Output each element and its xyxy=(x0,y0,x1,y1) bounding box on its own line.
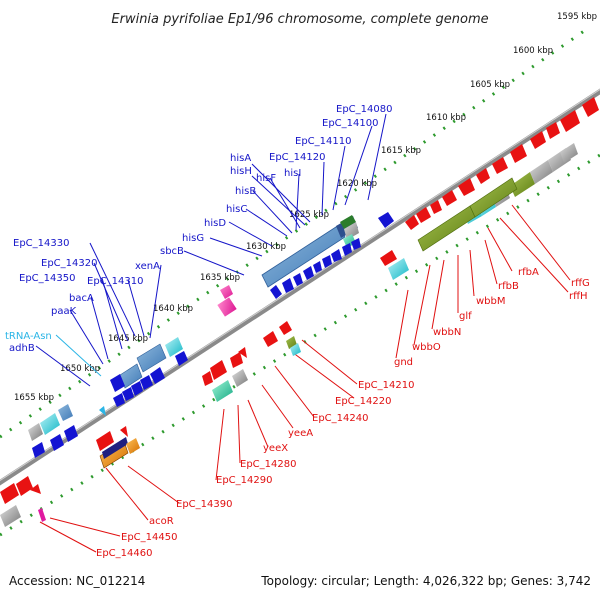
forward-features xyxy=(28,212,394,458)
gene-label: EpC_14320 xyxy=(41,258,97,269)
gene-label: hisH xyxy=(230,166,252,177)
gene-label: rfbB xyxy=(498,281,519,292)
gene-label: EpC_14110 xyxy=(295,136,351,147)
scale-label: 1610 kbp xyxy=(426,113,466,123)
gene-label: EpC_14290 xyxy=(216,475,272,486)
gene-label: yeeX xyxy=(263,443,288,454)
gene-label: hisA xyxy=(230,153,251,164)
gene-label: rffG xyxy=(571,278,590,289)
gene-label: EpC_14120 xyxy=(269,152,325,163)
gene-label: hisG xyxy=(182,233,204,244)
gene-label: EpC_14210 xyxy=(358,380,414,391)
gene-label: EpC_14240 xyxy=(312,413,368,424)
gene-label: glf xyxy=(459,311,472,322)
gene-label: gnd xyxy=(394,357,413,368)
gene-label: hisI xyxy=(284,168,301,179)
gene-label: hisC xyxy=(226,204,247,215)
reverse-gene-labels: rffG rffH rfbA rfbB wbbM glf wbbN wbbO g… xyxy=(96,267,590,559)
gene-label: rffH xyxy=(569,291,588,302)
gene-label: paaK xyxy=(51,306,77,317)
scale-label: 1650 kbp xyxy=(60,364,100,374)
scale-label: 1635 kbp xyxy=(200,273,240,283)
scale-label: 1625 kbp xyxy=(289,210,329,220)
gene-label: yeeA xyxy=(288,428,313,439)
gene-label: EpC_14100 xyxy=(322,118,378,129)
gene-label: wbbM xyxy=(476,296,506,307)
scale-label: 1620 kbp xyxy=(337,179,377,189)
feature-cds xyxy=(378,212,394,228)
gene-label: EpC_14080 xyxy=(336,104,392,115)
scale-label: 1595 kbp xyxy=(557,12,597,22)
trna-label: tRNA-Asn xyxy=(5,331,52,342)
gene-label: hisF xyxy=(256,173,276,184)
reverse-leader-lines xyxy=(39,204,571,553)
gene-label: acoR xyxy=(149,516,174,527)
genome-summary-text: Topology: circular; Length: 4,026,322 bp… xyxy=(260,574,591,588)
forward-leader-lines xyxy=(35,113,387,387)
gene-label: EpC_14220 xyxy=(335,396,391,407)
scale-label: 1655 kbp xyxy=(14,393,54,403)
gene-label: sbcB xyxy=(160,246,184,257)
gene-label: EpC_14310 xyxy=(87,276,143,287)
scale-label: 1645 kbp xyxy=(108,334,148,344)
gene-label: xenA xyxy=(135,261,160,272)
scale-label: 1600 kbp xyxy=(513,46,553,56)
gene-label: hisB xyxy=(235,186,256,197)
gene-label: adhB xyxy=(9,343,35,354)
map-title: Erwinia pyrifoliae Ep1/96 chromosome, co… xyxy=(111,12,488,27)
gene-label: EpC_14330 xyxy=(13,238,69,249)
gene-label: EpC_14350 xyxy=(19,273,75,284)
gene-label: bacA xyxy=(69,293,94,304)
gene-label: wbbN xyxy=(433,327,461,338)
scale-labels: 1595 kbp 1600 kbp 1605 kbp 1610 kbp 1615… xyxy=(14,12,597,403)
gene-label: EpC_14390 xyxy=(176,499,232,510)
reverse-features xyxy=(0,97,599,527)
trna-asn-feature xyxy=(99,406,106,416)
genome-backbone xyxy=(0,88,600,486)
scale-label: 1630 kbp xyxy=(246,242,286,252)
outer-scale-ruler xyxy=(0,27,588,439)
scale-label: 1605 kbp xyxy=(470,80,510,90)
forward-gene-labels: EpC_14080 EpC_14100 EpC_14110 EpC_14120 … xyxy=(5,104,392,354)
accession-text: Accession: NC_012214 xyxy=(9,574,145,588)
gene-label: EpC_14460 xyxy=(96,548,152,559)
his-operon-block xyxy=(261,224,346,288)
gene-label: wbbO xyxy=(412,342,441,353)
scale-label: 1615 kbp xyxy=(381,146,421,156)
gene-label: EpC_14450 xyxy=(121,532,177,543)
scale-label: 1640 kbp xyxy=(153,304,193,314)
gene-label: EpC_14280 xyxy=(240,459,296,470)
gene-label: hisD xyxy=(204,218,226,229)
gene-label: rfbA xyxy=(518,267,539,278)
